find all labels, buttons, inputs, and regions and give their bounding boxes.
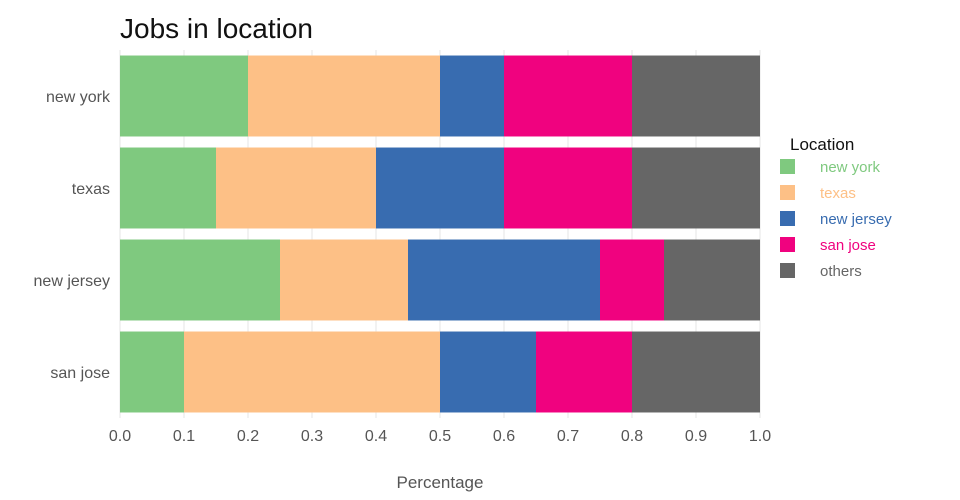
category-labels: new york texas new jersey san jose (34, 89, 111, 382)
bar-segment-texas (248, 55, 440, 137)
bar-segment-texas (216, 147, 376, 229)
bar-segment-new-jersey (408, 239, 600, 321)
bar-segment-new-jersey (440, 331, 536, 413)
bar-segment-new-york (120, 55, 248, 137)
category-label: texas (72, 181, 110, 198)
category-label: new jersey (34, 273, 110, 290)
bar-segment-others (664, 239, 760, 321)
bar-segment-new-jersey (376, 147, 504, 229)
x-axis-title: Percentage (397, 473, 484, 492)
x-tick-label: 0.3 (301, 428, 323, 445)
bar-segment-san-jose (504, 147, 632, 229)
category-label: san jose (50, 365, 110, 382)
bar-segment-others (632, 55, 760, 137)
x-tick-label: 0.1 (173, 428, 195, 445)
category-label: new york (46, 89, 111, 106)
x-tick-label: 0.6 (493, 428, 515, 445)
legend-swatch (780, 185, 795, 200)
legend-label: others (820, 263, 862, 280)
bar-segment-new-york (120, 239, 280, 321)
legend-swatch (780, 211, 795, 226)
legend-swatch (780, 159, 795, 174)
legend-swatch (780, 237, 795, 252)
x-tick-label: 0.4 (365, 428, 387, 445)
x-tick-label: 0.7 (557, 428, 579, 445)
x-tick-label: 0.9 (685, 428, 707, 445)
x-tick-label: 0.5 (429, 428, 451, 445)
legend: Location new york texas new jersey san jose… (780, 135, 892, 280)
bar-segment-others (632, 331, 760, 413)
x-tick-label: 1.0 (749, 428, 771, 445)
bar-segment-san-jose (504, 55, 632, 137)
chart-title: Jobs in location (120, 13, 313, 44)
x-tick-label: 0.0 (109, 428, 131, 445)
bar-segment-new-jersey (440, 55, 504, 137)
legend-label: new jersey (820, 211, 892, 228)
x-tick-label: 0.2 (237, 428, 259, 445)
legend-label: san jose (820, 237, 876, 254)
x-axis-ticks: 0.0 0.1 0.2 0.3 0.4 0.5 0.6 0.7 0.8 0.9 1.0 (109, 428, 771, 445)
bar-segment-texas (184, 331, 440, 413)
x-tick-label: 0.8 (621, 428, 643, 445)
bar-segment-san-jose (536, 331, 632, 413)
legend-swatch (780, 263, 795, 278)
bars (120, 55, 760, 413)
legend-label: texas (820, 185, 856, 202)
bar-segment-new-york (120, 147, 216, 229)
legend-title: Location (790, 135, 854, 154)
bar-segment-texas (280, 239, 408, 321)
bar-segment-san-jose (600, 239, 664, 321)
bar-segment-others (632, 147, 760, 229)
legend-label: new york (820, 159, 881, 176)
bar-segment-new-york (120, 331, 184, 413)
